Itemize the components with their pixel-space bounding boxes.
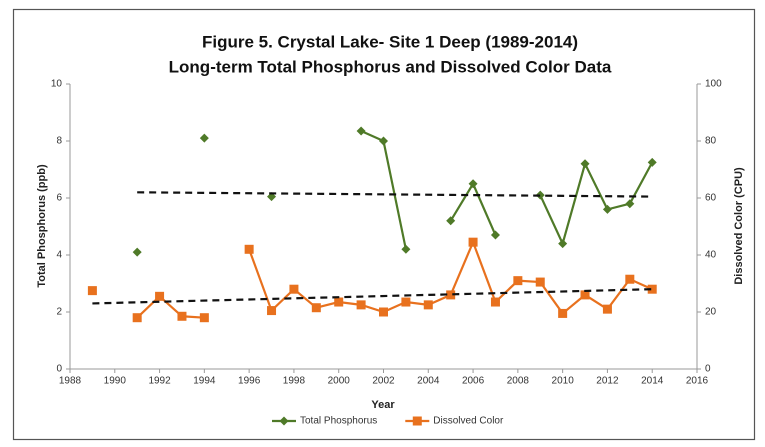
x-tick-label: 2012 [596,376,619,387]
y2-tick-label: 60 [705,193,717,204]
data-point [468,237,478,247]
y-axis-title: Total Phosphorus (ppb) [36,164,48,288]
y-tick-label: 8 [56,136,62,147]
legend-marker [279,416,289,426]
data-point [647,157,657,167]
data-point [468,179,478,189]
y-tick-label: 4 [56,250,62,261]
legend-label: Dissolved Color [433,416,504,427]
data-point [379,307,388,317]
data-point [625,199,635,209]
legend-marker [412,416,422,426]
data-point [490,230,500,240]
data-point [356,126,366,136]
data-point [513,276,523,286]
data-point [244,244,254,254]
x-tick-label: 1990 [104,376,127,387]
data-point [132,247,142,257]
legend-label: Total Phosphorus [300,416,377,427]
data-point [155,291,165,301]
data-point [401,297,411,307]
x-tick-label: 2000 [328,376,351,387]
data-point [289,284,299,294]
data-point [311,303,321,313]
data-point [177,311,187,321]
data-point [446,216,456,226]
data-point [558,239,568,249]
y-tick-label: 2 [56,307,62,318]
x-axis-title: Year [371,399,395,411]
x-tick-label: 1996 [238,376,261,387]
data-point [423,300,433,310]
x-tick-label: 2010 [552,376,575,387]
x-tick-label: 1994 [193,376,216,387]
x-tick-label: 1992 [148,376,171,387]
y2-tick-label: 40 [705,250,717,261]
x-tick-label: 2006 [462,376,485,387]
data-point [199,313,209,323]
data-point [132,313,142,323]
data-point [535,190,545,200]
data-point [647,284,657,294]
data-point [356,300,366,310]
x-tick-label: 2004 [417,376,440,387]
data-point [602,304,612,314]
chart-title: Figure 5. Crystal Lake- Site 1 Deep (198… [202,32,578,51]
y2-tick-label: 80 [705,136,717,147]
y2-axis-title: Dissolved Color (CPU) [733,167,745,285]
x-tick-label: 2014 [641,376,664,387]
trend-line [92,288,653,305]
data-point [625,274,635,284]
y-tick-label: 0 [56,364,62,375]
data-point [334,297,344,307]
y2-tick-label: 0 [705,364,711,375]
x-tick-label: 1998 [283,376,306,387]
data-point [87,286,97,296]
y2-tick-label: 20 [705,307,717,318]
data-point [490,297,500,307]
y2-tick-label: 100 [705,79,722,90]
data-point [602,204,612,214]
x-tick-label: 2016 [686,376,709,387]
x-tick-label: 1988 [59,376,82,387]
series-line [136,294,205,319]
x-tick-label: 2008 [507,376,530,387]
data-point [558,308,568,318]
data-point [401,244,411,254]
data-point [580,159,590,169]
data-point [580,290,590,300]
x-tick-label: 2002 [372,376,395,387]
trend-line [137,191,653,198]
y-tick-label: 10 [51,79,63,90]
chart-subtitle: Long-term Total Phosphorus and Dissolved… [169,57,612,76]
chart-frame [12,8,756,441]
data-point [446,290,456,300]
data-point [535,277,545,287]
data-point [379,136,388,146]
y-tick-label: 6 [56,193,62,204]
data-point [199,133,209,143]
data-point [267,306,277,316]
